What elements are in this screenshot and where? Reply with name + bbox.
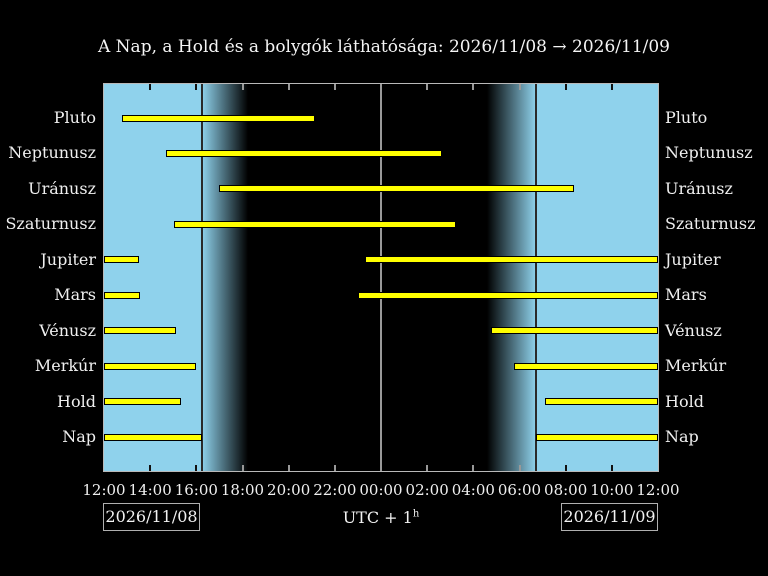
row-label-right: Mars [665,285,707,305]
morning-twilight-gradient [487,84,537,471]
row-label-right: Pluto [665,108,708,127]
visibility-bar [104,362,197,370]
x-tick-top [564,84,567,90]
x-tick-label: 14:00 [128,481,172,499]
row-label-left: Uránusz [28,178,96,198]
x-tick-label: 04:00 [451,481,495,499]
visibility-bar [121,114,316,122]
row-label-right: Szaturnusz [665,214,756,234]
row-label-left: Vénusz [39,320,96,340]
x-tick-bottom [564,465,567,471]
x-tick-label: 08:00 [544,481,588,499]
x-tick-bottom [426,465,429,471]
row-label-right: Hold [665,391,704,411]
x-tick-bottom [149,465,152,471]
chart-title: A Nap, a Hold és a bolygók láthatósága: … [98,37,670,57]
visibility-bar [104,291,140,299]
x-tick-bottom [195,465,198,471]
evening-twilight-gradient [201,84,249,471]
x-tick-label: 12:00 [636,481,680,499]
x-tick-bottom [610,465,613,471]
x-tick-top [426,84,429,90]
visibility-bar [104,433,203,441]
date-box-right: 2026/11/09 [561,503,658,531]
visibility-bar [166,149,443,157]
visibility-bar [513,362,658,370]
x-tick-top [610,84,613,90]
x-tick-top [195,84,198,90]
row-label-left: Neptunusz [8,143,96,163]
x-tick-label: 20:00 [267,481,311,499]
x-tick-label: 12:00 [82,481,126,499]
row-label-right: Merkúr [665,356,727,376]
x-tick-label: 10:00 [590,481,634,499]
visibility-bar [357,291,658,299]
x-tick-label: 02:00 [405,481,449,499]
midnight-gridline [380,84,382,471]
row-label-left: Jupiter [40,249,96,269]
day-region-afternoon [104,84,202,471]
row-label-left: Nap [62,427,96,447]
x-tick-bottom [241,465,244,471]
x-tick-top [149,84,152,90]
row-label-right: Vénusz [665,320,722,340]
x-tick-bottom [287,465,290,471]
visibility-bar [104,398,182,406]
row-label-right: Uránusz [665,178,733,198]
plot-area [103,83,659,472]
x-tick-bottom [380,465,382,471]
row-label-left: Merkúr [34,356,96,376]
x-tick-label: 22:00 [313,481,357,499]
utc-offset-text: UTC + 1 [342,508,413,527]
visibility-bar [490,327,658,335]
x-tick-bottom [518,465,521,471]
row-label-left: Szaturnusz [5,214,96,234]
row-label-right: Nap [665,427,699,447]
date-box-left: 2026/11/08 [103,503,200,531]
x-tick-bottom [472,465,475,471]
visibility-bar [364,256,658,264]
x-tick-label: 00:00 [359,481,403,499]
row-label-left: Mars [54,285,96,305]
x-tick-top [380,84,382,90]
visibility-bar [104,256,139,264]
x-tick-top [333,84,336,90]
visibility-bar [104,327,176,335]
x-tick-top [287,84,290,90]
row-label-right: Jupiter [665,249,721,269]
visibility-bar [219,185,574,193]
x-tick-label: 06:00 [497,481,542,499]
sunset-line [200,84,203,471]
utc-offset-exponent: h [412,508,420,520]
x-tick-top [518,84,521,90]
x-tick-label: 18:00 [220,481,265,499]
utc-offset-label: UTC + 1h [281,508,481,527]
row-label-right: Neptunusz [665,143,753,163]
sunrise-line [535,84,538,471]
day-region-morning [536,84,658,471]
x-tick-label: 16:00 [174,481,218,499]
x-tick-bottom [333,465,336,471]
row-label-left: Pluto [53,108,96,127]
visibility-bar [174,220,456,228]
visibility-bar [544,398,658,406]
row-label-left: Hold [57,391,96,411]
visibility-bar [535,433,658,441]
x-tick-top [472,84,475,90]
x-tick-top [241,84,244,90]
